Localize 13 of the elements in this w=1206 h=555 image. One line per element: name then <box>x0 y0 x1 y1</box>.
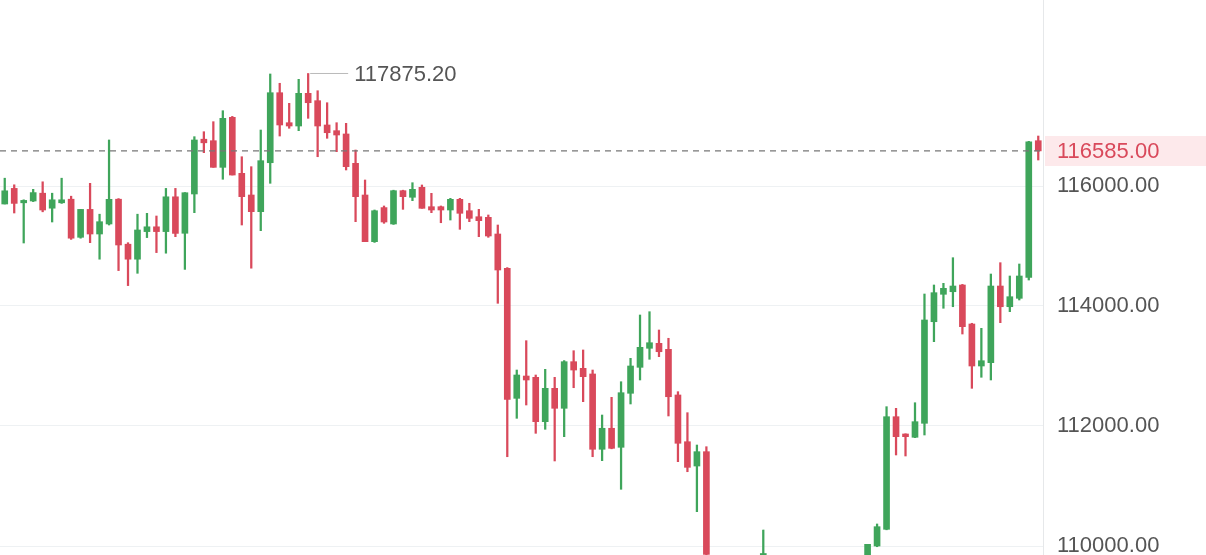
y-tick-label: 114000.00 <box>1057 292 1160 318</box>
y-tick-label: 116000.00 <box>1057 172 1160 198</box>
y-tick-label: 112000.00 <box>1057 412 1160 438</box>
candlestick <box>646 311 653 360</box>
y-tick-label: 110000.00 <box>1057 532 1160 555</box>
candlestick <box>940 282 947 309</box>
candlestick <box>428 192 435 214</box>
ref-line-label: 116585.00 <box>1057 137 1160 163</box>
candlestick <box>153 215 160 253</box>
candlestick <box>96 213 103 260</box>
annotation: 117875.20 <box>354 60 457 86</box>
candlestick <box>902 433 909 457</box>
candlestick <box>333 122 340 153</box>
